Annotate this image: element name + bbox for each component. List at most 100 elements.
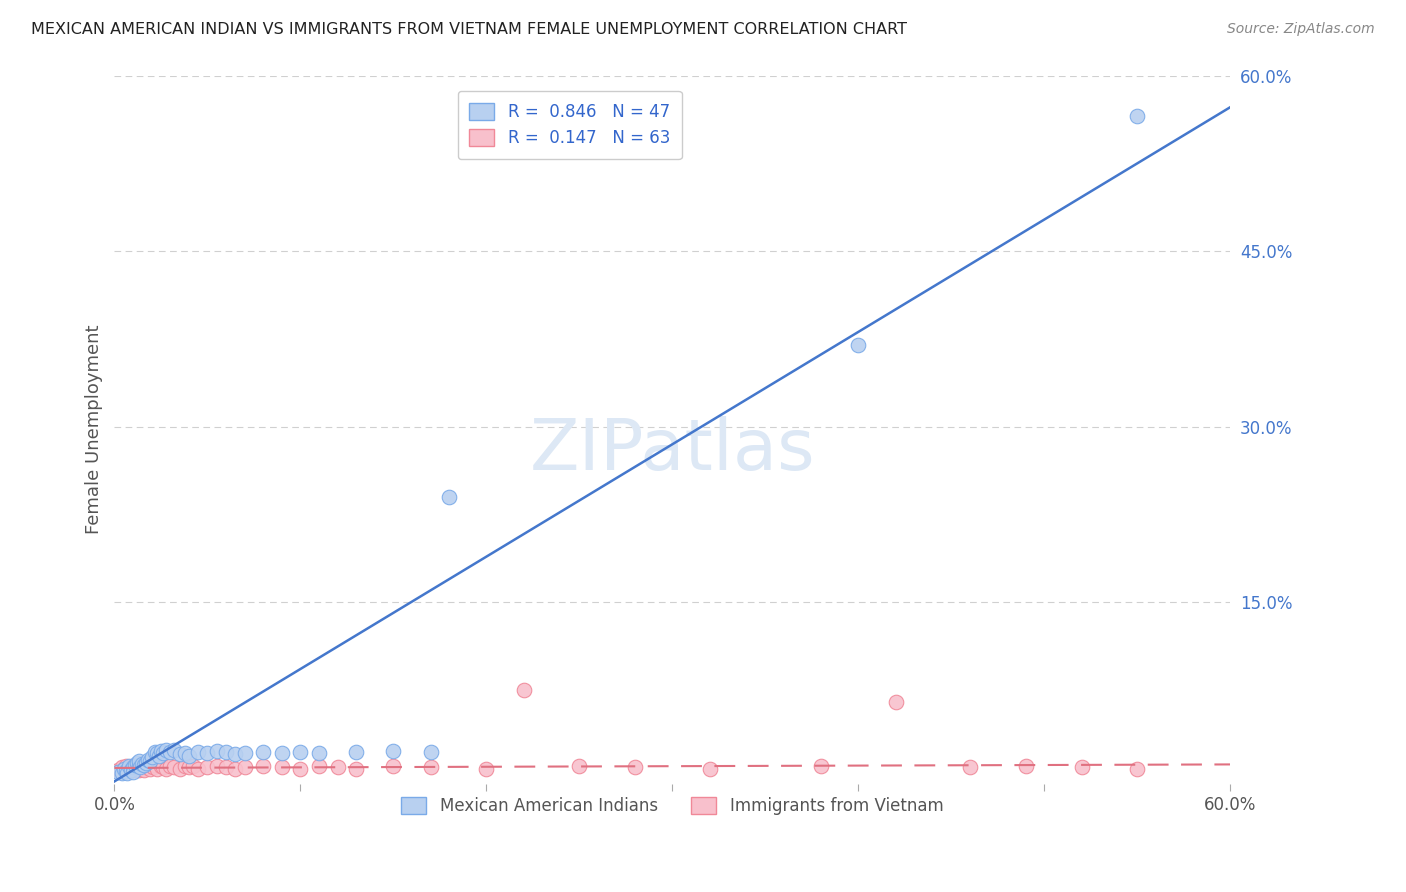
Point [112, 762, 135, 776]
Point [114, 759, 136, 773]
Point [155, 762, 177, 776]
Point [112, 762, 135, 776]
Point [139, 755, 162, 769]
Point [174, 759, 197, 773]
Point [475, 762, 498, 776]
Point [146, 762, 169, 776]
Point [163, 760, 186, 774]
Point [129, 760, 152, 774]
Point [136, 760, 159, 774]
Text: ZIPatlas: ZIPatlas [530, 417, 815, 485]
Point [568, 759, 591, 773]
Point [108, 764, 131, 778]
Point [1070, 760, 1092, 774]
Point [107, 765, 129, 780]
Point [125, 756, 148, 770]
Point [848, 338, 870, 352]
Point [419, 760, 441, 774]
Point [124, 760, 146, 774]
Point [163, 743, 186, 757]
Point [122, 759, 145, 773]
Point [187, 745, 209, 759]
Point [699, 762, 721, 776]
Point [143, 758, 166, 772]
Point [270, 747, 292, 761]
Point [141, 749, 163, 764]
Point [177, 760, 200, 774]
Point [1126, 762, 1149, 776]
Point [128, 755, 150, 769]
Point [344, 745, 367, 759]
Point [344, 762, 367, 776]
Point [382, 759, 405, 773]
Point [122, 765, 145, 780]
Point [419, 745, 441, 759]
Point [205, 744, 228, 758]
Point [118, 763, 141, 777]
Point [159, 759, 181, 773]
Point [107, 763, 129, 777]
Text: MEXICAN AMERICAN INDIAN VS IMMIGRANTS FROM VIETNAM FEMALE UNEMPLOYMENT CORRELATI: MEXICAN AMERICAN INDIAN VS IMMIGRANTS FR… [31, 22, 907, 37]
Point [114, 763, 136, 777]
Point [1126, 110, 1149, 124]
Point [197, 747, 219, 761]
Text: Source: ZipAtlas.com: Source: ZipAtlas.com [1227, 22, 1375, 37]
Point [233, 760, 256, 774]
Point [134, 759, 156, 773]
Point [437, 490, 460, 504]
Point [177, 748, 200, 763]
Point [512, 683, 534, 698]
Point [197, 760, 219, 774]
Point [205, 759, 228, 773]
Point [141, 759, 163, 773]
Point [308, 759, 330, 773]
Point [148, 748, 170, 763]
Point [624, 760, 647, 774]
Point [169, 747, 191, 762]
Point [159, 745, 181, 759]
Point [224, 762, 246, 776]
Point [131, 760, 153, 774]
Y-axis label: Female Unemployment: Female Unemployment [86, 325, 103, 534]
Point [326, 760, 349, 774]
Point [143, 745, 166, 759]
Point [215, 760, 238, 774]
Point [111, 760, 134, 774]
Point [122, 760, 145, 774]
Point [117, 762, 139, 776]
Point [125, 762, 148, 776]
Point [131, 762, 153, 776]
Point [252, 759, 274, 773]
Point [169, 762, 191, 776]
Point [128, 763, 150, 777]
Point [118, 759, 141, 773]
Point [224, 747, 246, 762]
Point [125, 758, 148, 772]
Point [290, 745, 312, 759]
Point [233, 747, 256, 761]
Point [124, 758, 146, 772]
Point [174, 747, 197, 761]
Point [149, 744, 172, 758]
Point [128, 759, 150, 773]
Point [187, 762, 209, 776]
Point [884, 695, 907, 709]
Point [118, 760, 141, 774]
Point [131, 756, 153, 771]
Point [149, 759, 172, 773]
Point [810, 759, 832, 773]
Point [114, 764, 136, 778]
Point [122, 763, 145, 777]
Point [139, 762, 162, 776]
Point [111, 766, 134, 780]
Point [117, 766, 139, 780]
Point [215, 745, 238, 759]
Point [134, 758, 156, 772]
Point [129, 759, 152, 773]
Point [135, 756, 157, 770]
Point [181, 759, 204, 773]
Point [308, 747, 330, 761]
Point [959, 760, 981, 774]
Point [152, 760, 174, 774]
Point [135, 758, 157, 772]
